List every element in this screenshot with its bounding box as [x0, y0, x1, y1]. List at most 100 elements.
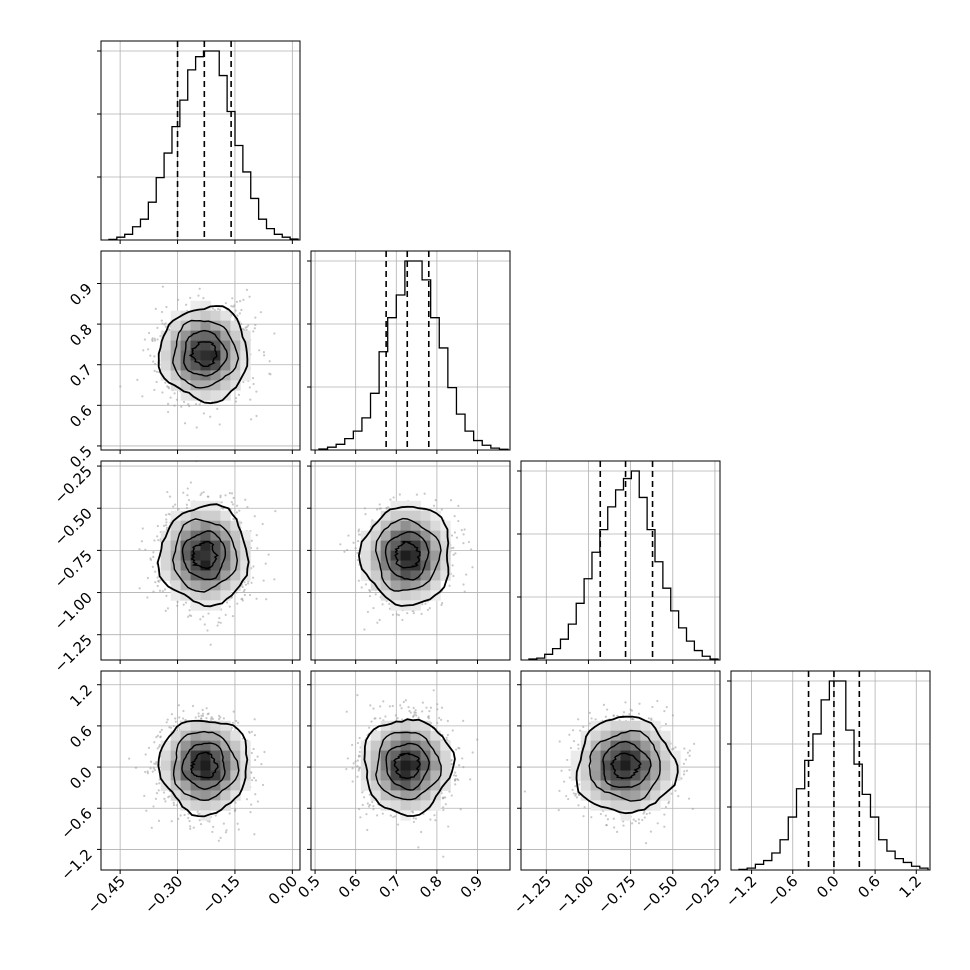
- contours: [357, 505, 450, 607]
- axes-frame-2-2: [520, 460, 721, 661]
- y-tick-label: 0.6: [66, 401, 96, 431]
- axes-frame-3-1: [310, 670, 511, 871]
- y-tick-label: −1.00: [51, 589, 96, 634]
- y-tick-label: −0.75: [51, 546, 96, 591]
- axes-frame-2-1: [310, 460, 511, 661]
- y-tick-label: 0.6: [66, 722, 96, 752]
- hist-y-ticks-3: [727, 680, 731, 808]
- x-ticks-1-0: [119, 450, 293, 454]
- contour-level-2: [374, 517, 442, 592]
- histogram-2: [521, 461, 720, 660]
- axes-frame-1-0: [100, 250, 301, 451]
- contours: [156, 503, 250, 608]
- y-tick-label: 0.8: [66, 320, 96, 350]
- x-tick-label: −1.00: [552, 872, 597, 917]
- x-ticks-2-2: [545, 660, 716, 664]
- density-panel-3-1: [311, 671, 510, 870]
- density-panel-1-0: [101, 251, 300, 450]
- histogram-step-3: [738, 680, 929, 870]
- histogram-3: [731, 671, 930, 870]
- x-ticks-2-1: [314, 660, 479, 664]
- y-ticks-2-0: −1.25−1.00−0.75−0.50−0.25: [51, 462, 101, 676]
- axes-frame-0-0: [100, 40, 301, 241]
- x-ticks-3-0: −0.45 −0.30 −0.15 0.00: [84, 870, 301, 917]
- x-tick-label: −0.25: [679, 872, 724, 917]
- contour-level-3: [156, 503, 250, 608]
- contour-level-2: [172, 730, 240, 802]
- y-tick-label: −0.25: [51, 462, 96, 507]
- contour-level-3: [157, 719, 249, 818]
- contour-level-3: [363, 718, 456, 817]
- hist-y-ticks-2: [517, 470, 521, 598]
- density-grid: [160, 500, 251, 611]
- contour-level-0: [394, 540, 421, 569]
- y-tick-label: −0.50: [51, 504, 96, 549]
- density-panel-3-0: [101, 671, 300, 870]
- axes-frame-3-2: [520, 670, 721, 871]
- contours: [363, 718, 456, 817]
- axes-frame-1-1: [310, 250, 511, 451]
- x-ticks-1-1: [314, 450, 479, 454]
- axes-frame-3-0: [100, 670, 301, 871]
- y-ticks-3-0: −1.2 −0.6 0.0 0.6 1.2: [57, 681, 101, 884]
- x-tick-label: 0.7: [376, 872, 406, 902]
- density-panel-3-2: [521, 671, 720, 870]
- contour-level-2: [588, 729, 661, 802]
- contour-level-0: [190, 540, 219, 570]
- contour-level-1: [602, 740, 652, 789]
- x-ticks-3-1: 0.5 0.6 0.7 0.8 0.9: [294, 870, 486, 902]
- contour-level-2: [172, 319, 240, 389]
- x-tick-label: −1.2: [722, 872, 760, 910]
- axes-frame-3-3: [730, 670, 931, 871]
- x-tick-label: −0.50: [636, 872, 681, 917]
- histogram-1: [311, 251, 510, 450]
- x-tick-label: 1.2: [896, 872, 926, 902]
- x-ticks-0-0: [119, 240, 293, 244]
- x-tick-label: −0.6: [763, 872, 801, 910]
- contours: [575, 715, 679, 815]
- y-tick-label: 1.2: [66, 681, 96, 711]
- x-tick-label: 0.6: [335, 872, 365, 902]
- histogram-step-2: [528, 470, 719, 660]
- y-tick-label: −0.6: [57, 804, 95, 842]
- contour-level-2: [375, 731, 442, 801]
- x-ticks-3-2: −1.25−1.00−0.75−0.50−0.25: [510, 870, 724, 917]
- contours: [157, 719, 249, 818]
- hist-y-ticks-0: [97, 50, 101, 178]
- y-tick-label: 0.9: [66, 280, 96, 310]
- density-panel-2-0: [101, 461, 300, 660]
- y-tick-label: −1.2: [57, 846, 95, 884]
- y-ticks-3-1: [307, 684, 311, 850]
- contour-level-1: [181, 530, 226, 581]
- contour-level-1: [384, 531, 430, 581]
- y-ticks-1-0: 0.50.60.70.80.9: [66, 280, 101, 472]
- y-ticks-2-1: [307, 465, 311, 636]
- hist-y-ticks-1: [307, 260, 311, 388]
- x-tick-label: 0.8: [416, 872, 446, 902]
- x-tick-label: 0.5: [294, 872, 324, 902]
- x-tick-label: 0.6: [854, 872, 884, 902]
- x-tick-label: −0.15: [199, 872, 244, 917]
- histogram-step-0: [108, 50, 299, 240]
- axes-frame-2-0: [100, 460, 301, 661]
- contours: [157, 305, 249, 405]
- x-tick-label: 0.9: [457, 872, 487, 902]
- contour-level-2: [171, 518, 239, 593]
- x-tick-label: −0.30: [141, 872, 186, 917]
- x-tick-label: −0.45: [84, 872, 129, 917]
- x-tick-label: −1.25: [510, 872, 555, 917]
- y-tick-label: 0.7: [66, 361, 96, 391]
- x-ticks-2-0: [119, 660, 293, 664]
- contour-level-0: [609, 752, 642, 779]
- x-ticks-3-3: −1.2 −0.6 0.0 0.6 1.2: [722, 870, 925, 911]
- x-tick-label: 0.0: [813, 872, 843, 902]
- density-panel-2-1: [311, 461, 510, 660]
- contour-level-0: [189, 751, 219, 779]
- contour-level-3: [575, 715, 679, 815]
- y-tick-label: 0.0: [66, 763, 96, 793]
- histogram-step-1: [318, 260, 509, 450]
- contour-level-1: [183, 329, 228, 377]
- contour-level-0: [393, 752, 421, 780]
- contour-level-0: [188, 341, 218, 367]
